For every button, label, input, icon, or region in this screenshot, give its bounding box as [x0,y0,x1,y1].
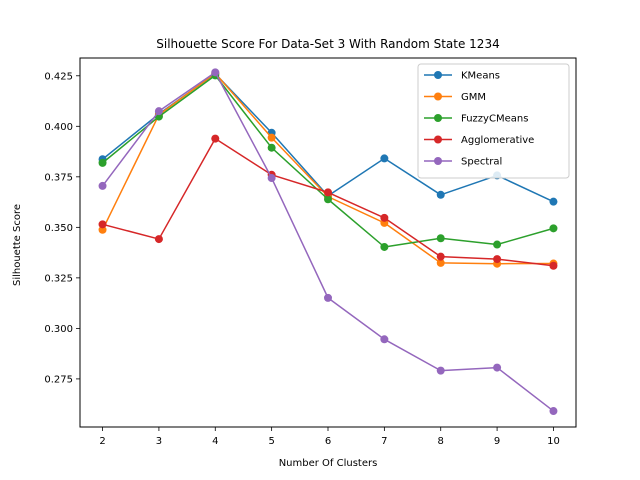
legend-swatch-marker [434,157,442,165]
x-tick-label: 3 [156,436,162,447]
data-point-agglomerative [549,261,558,270]
data-point-kmeans [549,197,558,206]
data-point-fuzzycmeans [98,158,107,167]
legend-swatch-marker [434,135,442,144]
legend-box [417,63,570,179]
legend-swatch-marker [434,92,442,101]
data-point-spectral [267,174,276,183]
legend-label: FuzzyCMeans [461,114,528,125]
data-point-fuzzycmeans [493,240,502,249]
data-point-spectral [493,363,502,372]
data-point-spectral [98,181,107,190]
y-axis-label: Silhouette Score [12,204,23,286]
data-point-spectral [436,366,445,375]
plot-frame [79,57,577,428]
legend: KMeans GMM FuzzyCMeans Agglomerative Spectra… [417,63,570,179]
y-tick-label: 0.375 [44,172,73,183]
y-tick-label: 0.425 [44,71,73,82]
data-point-fuzzycmeans [380,242,389,251]
data-point-fuzzycmeans [436,234,445,243]
data-point-agglomerative [154,235,163,244]
data-point-fuzzycmeans [549,224,558,233]
legend-swatch-marker [434,114,442,122]
y-tick-label: 0.350 [44,223,73,234]
legend-label: GMM [461,92,486,103]
x-tick-label: 7 [381,436,387,447]
data-point-spectral [154,107,163,116]
data-point-gmm [436,258,445,267]
x-tick-label: 2 [99,436,105,447]
y-tick-label: 0.275 [44,374,73,385]
data-point-agglomerative [324,188,332,197]
data-point-fuzzycmeans [324,195,332,204]
x-tick-label: 8 [438,436,444,447]
legend-label: KMeans [461,71,500,82]
x-tick-label: 5 [268,436,274,447]
data-point-agglomerative [380,213,389,222]
y-tick-label: 0.300 [44,324,73,335]
data-point-spectral [380,335,389,344]
legend-label: Spectral [461,157,502,168]
plot-area: 2 3 4 5 6 7 8 9 10 0.275 0.300 0.325 0.350 0.375 0.400… [44,68,560,447]
data-point-agglomerative [211,134,220,143]
x-tick-label: 10 [547,436,560,447]
data-point-kmeans [380,154,389,163]
data-point-spectral [549,407,558,416]
data-point-kmeans [436,190,445,199]
data-point-fuzzycmeans [267,143,276,152]
data-point-agglomerative [98,220,107,229]
data-point-agglomerative [436,252,445,261]
data-point-spectral [324,293,332,302]
data-point-gmm [267,133,276,142]
x-tick-label: 4 [212,436,218,447]
y-tick-label: 0.325 [44,273,73,284]
x-axis-label: Number Of Clusters [279,458,378,469]
chart-title: Silhouette Score For Data-Set 3 With Ran… [156,37,499,51]
x-tick-label: 6 [325,436,331,447]
data-point-agglomerative [493,255,502,264]
y-tick-label: 0.400 [44,122,73,133]
x-tick-label: 9 [494,436,500,447]
legend-label: Agglomerative [461,135,534,146]
legend-swatch-marker [434,71,442,79]
data-point-spectral [211,68,220,77]
